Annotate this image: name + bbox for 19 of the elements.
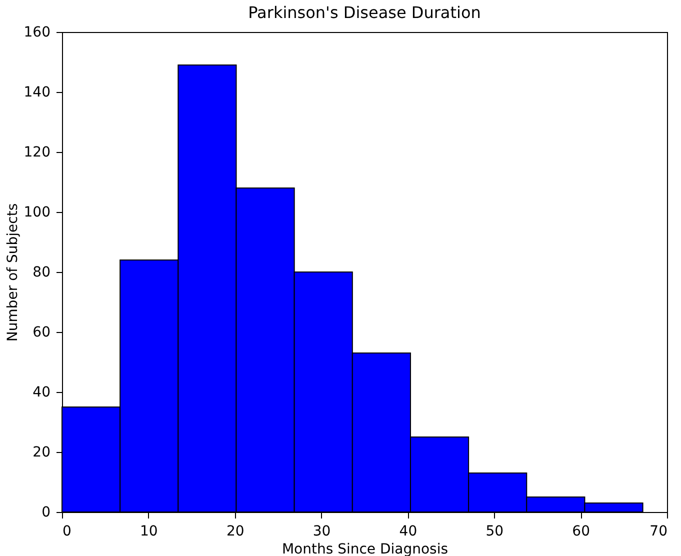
chart-title: Parkinson's Disease Duration xyxy=(248,3,481,22)
x-tick-label: 50 xyxy=(486,524,504,540)
x-tick-label: 40 xyxy=(399,524,418,540)
y-tick-label: 0 xyxy=(42,504,50,520)
y-tick-label: 80 xyxy=(32,264,50,280)
y-tick-label: 120 xyxy=(24,144,50,160)
x-tick-label: 10 xyxy=(140,524,158,540)
y-axis-title: Number of Subjects xyxy=(4,203,21,342)
x-tick-label: 30 xyxy=(312,524,331,540)
y-tick-label: 160 xyxy=(24,24,50,40)
y-tick-label: 100 xyxy=(24,204,50,220)
x-tick-label: 60 xyxy=(572,524,590,540)
y-tick-label: 40 xyxy=(32,384,50,400)
x-tick-label: 0 xyxy=(62,524,72,540)
y-tick-label: 20 xyxy=(32,444,50,460)
x-tick-label: 70 xyxy=(650,524,668,540)
y-tick-label: 60 xyxy=(32,324,50,340)
x-tick-label: 20 xyxy=(226,524,244,540)
y-tick-label: 140 xyxy=(24,84,50,100)
